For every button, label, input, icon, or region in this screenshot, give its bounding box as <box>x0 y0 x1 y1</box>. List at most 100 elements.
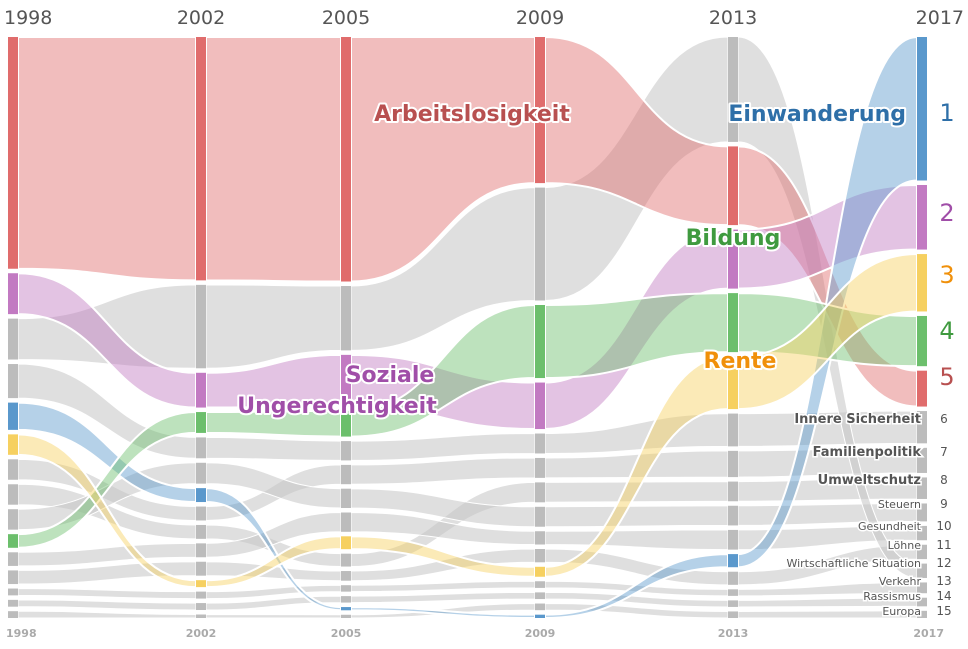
node-wirtschaftliche-situation-2009 <box>535 187 545 301</box>
flow-gesundheit-2005-2009 <box>350 511 536 546</box>
flow-rassismus-2005-2009 <box>350 591 536 604</box>
flow-einwanderung-2013-2017 <box>737 35 918 569</box>
node-einwanderung-2017 <box>917 37 927 181</box>
node-steuern-2017 <box>917 503 927 522</box>
label-ungerechtigkeit: Ungerechtigkeit <box>237 394 437 419</box>
flow-innere-sicherheit-2005-2009 <box>350 433 536 461</box>
node-soziale-ungerechtigkeit-2013 <box>728 229 738 289</box>
node-einwanderung-2009 <box>535 614 545 618</box>
flow-rassismus-1998-2002 <box>17 599 197 611</box>
node-einwanderung-2005 <box>341 607 351 611</box>
node-verkehr-2002 <box>196 591 206 599</box>
label-steuern: Steuern <box>878 498 921 511</box>
node-innere-sicherheit-2009 <box>535 433 545 454</box>
flow-europa-1998-2002 <box>17 610 197 619</box>
flow-familienpolitik-2005-2009 <box>350 457 536 485</box>
node-soziale-ungerechtigkeit-2002 <box>196 372 206 408</box>
node-gesundheit-2009 <box>535 531 545 545</box>
label-rassismus: Rassismus <box>863 590 921 603</box>
node-europa-2013 <box>728 611 738 618</box>
node-bildung-2017 <box>917 315 927 367</box>
node-europa-1998 <box>8 611 18 618</box>
node-soziale-ungerechtigkeit-2009 <box>535 382 545 430</box>
node-rente-2017 <box>917 254 927 312</box>
rank-8: 8 <box>940 473 948 487</box>
node-steuern-2002 <box>196 462 206 484</box>
flow-bildung-2009-2013 <box>544 292 729 380</box>
node-loehne-2009 <box>535 549 545 563</box>
year-label-bottom-2013: 2013 <box>718 627 749 640</box>
year-label-top-2009: 2009 <box>516 7 564 29</box>
rank-15: 15 <box>936 604 951 618</box>
rank-5: 5 <box>939 363 954 391</box>
year-label-top-2013: 2013 <box>709 7 757 29</box>
label-rente: Rente <box>704 349 777 374</box>
flow-steuern-2009-2013 <box>544 505 729 528</box>
year-label-top-2002: 2002 <box>177 7 225 29</box>
flow-arbeitslosigkeit-1998-2002 <box>17 35 197 282</box>
label-wirtschaftliche-situation: Wirtschaftliche Situation <box>786 557 921 570</box>
node-wirtschaftliche-situation-2005 <box>341 286 351 351</box>
year-label-bottom-2005: 2005 <box>331 627 362 640</box>
node-umweltschutz-2009 <box>535 482 545 503</box>
node-rassismus-2013 <box>728 600 738 607</box>
flow-verkehr-2005-2009 <box>350 580 536 593</box>
node-gesundheit-1998 <box>8 552 18 566</box>
node-loehne-2005 <box>341 571 351 581</box>
label-gesundheit: Gesundheit <box>858 520 922 533</box>
label-innere-sicherheit: Innere Sicherheit <box>794 412 921 427</box>
flow-familienpolitik-2009-2013 <box>544 450 729 479</box>
node-loehne-2013 <box>728 571 738 585</box>
node-familienpolitik-2005 <box>341 464 351 485</box>
year-label-bottom-1998: 1998 <box>6 627 37 640</box>
node-rente-2002 <box>196 580 206 588</box>
label-bildung: Bildung <box>686 226 781 251</box>
node-innere-sicherheit-2013 <box>728 413 738 447</box>
node-soziale-ungerechtigkeit-2017 <box>917 184 927 250</box>
node-soziale-ungerechtigkeit-2005 <box>341 354 351 407</box>
rank-6: 6 <box>940 412 948 426</box>
node-verkehr-2005 <box>341 585 351 592</box>
node-layer <box>8 37 927 618</box>
year-label-top-2017: 2017 <box>916 7 964 29</box>
rank-7: 7 <box>940 445 948 459</box>
node-arbeitslosigkeit-1998 <box>8 37 18 269</box>
node-rente-2009 <box>535 566 545 577</box>
node-familienpolitik-2009 <box>535 457 545 478</box>
node-europa-2002 <box>196 614 206 618</box>
node-wirtschaftliche-situation-2002 <box>196 284 206 369</box>
node-wirtschaftliche-situation-1998 <box>8 318 18 360</box>
node-rassismus-1998 <box>8 599 18 607</box>
node-steuern-1998 <box>8 509 18 530</box>
node-gesundheit-2017 <box>917 525 927 541</box>
rank-3: 3 <box>939 261 954 289</box>
rank-10: 10 <box>936 519 951 533</box>
flow-arbeitslosigkeit-2002-2005 <box>205 35 342 283</box>
node-verkehr-2009 <box>535 581 545 588</box>
year-label-bottom-2017: 2017 <box>913 627 944 640</box>
node-steuern-2013 <box>728 505 738 526</box>
node-umweltschutz-2017 <box>917 477 927 499</box>
flow-bildung-2002-2005 <box>205 409 342 438</box>
flow-wirtschaftliche-situation-2002-2005 <box>205 284 342 369</box>
node-steuern-2005 <box>341 488 351 508</box>
node-arbeitslosigkeit-2002 <box>196 37 206 281</box>
label-europa: Europa <box>882 605 921 618</box>
flow-europa-2002-2005 <box>205 614 342 619</box>
rank-2: 2 <box>939 199 954 227</box>
node-arbeitslosigkeit-2009 <box>535 37 545 184</box>
label-umweltschutz: Umweltschutz <box>818 473 921 488</box>
node-einwanderung-1998 <box>8 402 18 430</box>
year-label-bottom-2009: 2009 <box>525 627 556 640</box>
node-rente-2005 <box>341 536 351 550</box>
node-bildung-2013 <box>728 293 738 353</box>
node-verkehr-2013 <box>728 589 738 596</box>
flow-rassismus-2013-2017 <box>737 597 918 608</box>
label-verkehr: Verkehr <box>879 575 922 588</box>
node-gesundheit-2013 <box>728 529 738 550</box>
node-verkehr-2017 <box>917 582 927 594</box>
node-arbeitslosigkeit-2013 <box>728 146 738 226</box>
label-soziale: Soziale <box>346 363 435 388</box>
flow-rente-2002-2005 <box>205 535 342 589</box>
